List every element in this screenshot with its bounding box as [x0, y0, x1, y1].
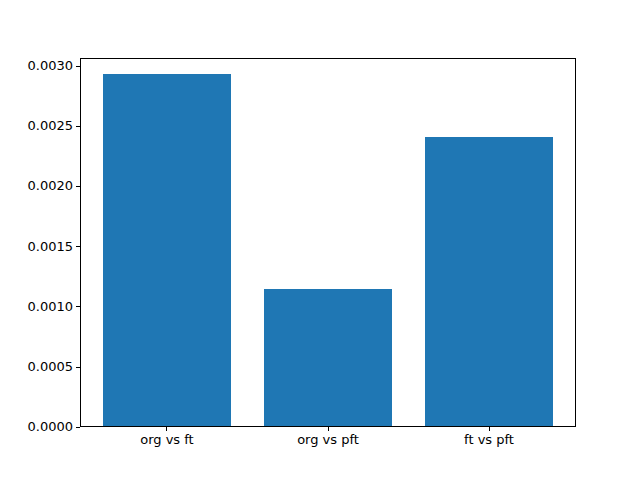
- plot-area: [80, 58, 576, 428]
- x-tick-mark: [328, 427, 329, 431]
- y-tick-label: 0.0030: [13, 59, 73, 73]
- bar-org-vs-pft: [264, 289, 393, 427]
- bar-org-vs-ft: [103, 74, 232, 427]
- figure: 0.0000 0.0005 0.0010 0.0015 0.0020 0.0025 0.00…: [0, 0, 640, 480]
- y-tick-label: 0.0005: [13, 360, 73, 374]
- y-tick-label: 0.0020: [13, 179, 73, 193]
- y-tick-label: 0.0025: [13, 119, 73, 133]
- y-tick-mark: [76, 367, 80, 368]
- x-tick-label: org vs ft: [140, 433, 194, 447]
- x-tick-label: org vs pft: [297, 433, 359, 447]
- y-tick-label: 0.0000: [13, 420, 73, 434]
- y-tick-mark: [76, 306, 80, 307]
- y-tick-mark: [76, 186, 80, 187]
- y-tick-label: 0.0015: [13, 240, 73, 254]
- x-tick-label: ft vs pft: [464, 433, 514, 447]
- x-tick-mark: [489, 427, 490, 431]
- y-tick-mark: [76, 427, 80, 428]
- y-tick-label: 0.0010: [13, 300, 73, 314]
- x-tick-mark: [166, 427, 167, 431]
- y-tick-mark: [76, 246, 80, 247]
- y-tick-mark: [76, 126, 80, 127]
- bar-ft-vs-pft: [425, 137, 554, 427]
- y-tick-mark: [76, 66, 80, 67]
